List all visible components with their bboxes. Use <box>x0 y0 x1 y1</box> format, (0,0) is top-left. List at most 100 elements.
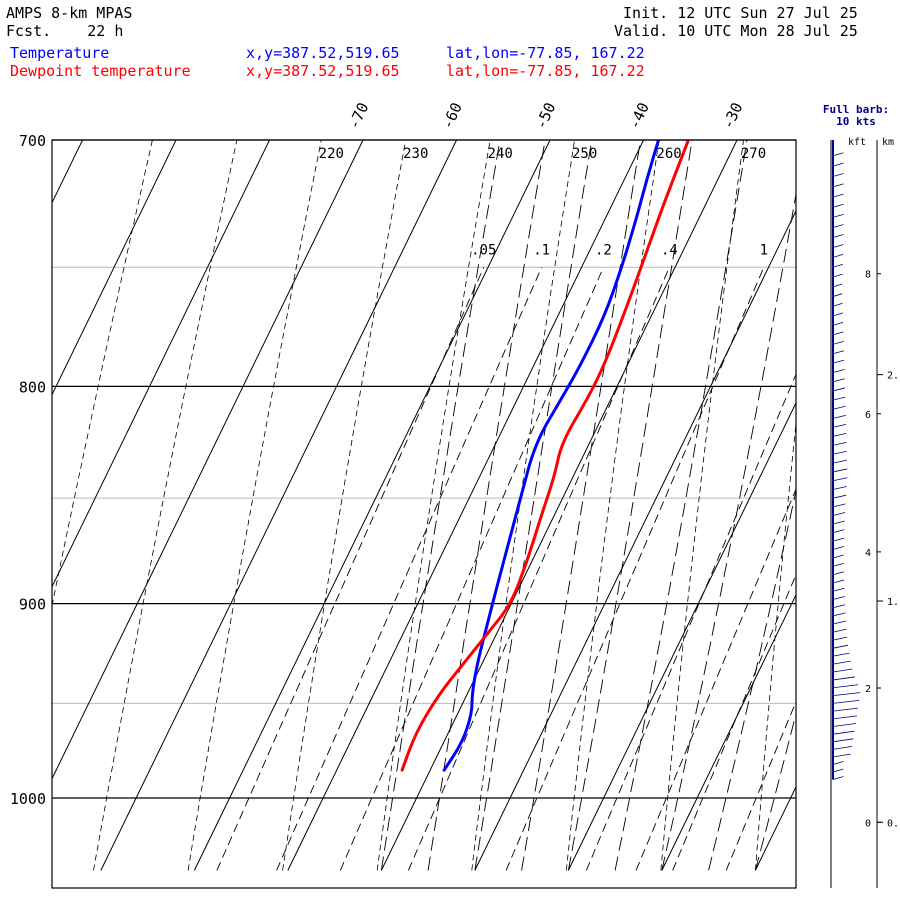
km-tick-label: 2. <box>887 371 899 382</box>
isotherm-line <box>661 593 796 871</box>
moist-adiabat <box>661 191 796 871</box>
init-value: 12 UTC Sun 27 Jul 25 <box>677 4 858 22</box>
wind-barb <box>832 359 845 364</box>
isobar-lines <box>52 139 796 799</box>
init-label: Init. <box>623 4 669 22</box>
wind-barb <box>832 676 855 681</box>
mixing-ratio-label: .2 <box>595 242 612 258</box>
isotherm-line <box>474 209 796 871</box>
wind-barb <box>832 369 845 373</box>
dry-adiabat <box>52 140 153 608</box>
wind-barb <box>832 692 861 696</box>
wind-barb <box>832 707 859 712</box>
wind-barb <box>832 432 847 437</box>
isotherm-label--30: -30 <box>719 100 747 132</box>
legend-temperature-name: Temperature <box>10 44 110 62</box>
mixing-ratio-line <box>407 267 670 871</box>
dry-adiabat <box>187 140 322 871</box>
moist-adiabat <box>896 140 900 870</box>
dry-adiabat-label-250: 250 <box>572 146 597 162</box>
wind-barb <box>832 293 843 297</box>
forecast-hours: 22 h <box>87 22 124 40</box>
isotherm-line <box>849 140 900 870</box>
mixing-ratio-line <box>339 267 604 871</box>
wind-barb <box>832 571 844 576</box>
wind-barb <box>832 520 845 525</box>
dry-adiabat <box>282 140 407 871</box>
wind-barb <box>832 620 847 625</box>
wind-barb <box>832 604 846 609</box>
isotherm-line <box>52 140 83 204</box>
legend-temperature-xy: x,y=387.52,519.65 <box>246 44 400 62</box>
wind-panel: Full barb: 10 kts kft km 8 6 4 2 0 2. 1. 0. <box>823 103 899 888</box>
wind-barb <box>832 331 844 336</box>
wind-barb <box>832 529 845 533</box>
mixing-ratio-line <box>505 267 765 871</box>
mixing-ratio-line <box>672 573 796 871</box>
wind-barb <box>832 776 844 780</box>
wind-barb <box>832 183 844 188</box>
dry-adiabat <box>755 419 796 871</box>
wind-barb <box>832 546 844 550</box>
dry-adiabat-label-240: 240 <box>488 146 513 162</box>
dry-adiabat <box>376 140 491 871</box>
isotherm-line <box>380 140 738 871</box>
moist-adiabat <box>708 488 796 871</box>
moist-adiabat <box>521 140 642 871</box>
mixing-ratio-line <box>635 487 796 871</box>
wind-barb <box>832 162 844 167</box>
moist-adiabat <box>802 140 900 870</box>
plot-frame <box>51 139 797 889</box>
wind-barb <box>832 224 844 228</box>
wind-barb <box>832 396 846 401</box>
wind-barb <box>832 312 843 317</box>
isotherm-line <box>52 140 364 780</box>
dry-adiabat-label-270: 270 <box>741 146 766 162</box>
wind-barb <box>832 730 855 735</box>
wind-barb <box>832 322 844 326</box>
wind-barb <box>832 477 848 482</box>
valid-time: Valid. 10 UTC Mon 28 Jul 25 <box>614 22 858 40</box>
wind-barb <box>832 173 844 177</box>
wind-barb <box>832 244 844 248</box>
moist-adiabat <box>380 140 501 871</box>
legend-dewpoint-latlon: lat,lon=-77.85, 167.22 <box>446 62 645 80</box>
pressure-label-700: 700 <box>19 132 46 150</box>
moist-adiabat <box>567 140 693 871</box>
wind-barb <box>832 612 846 617</box>
dewpoint-trace <box>400 140 690 772</box>
isotherm-line <box>193 140 551 871</box>
valid-value: 10 UTC Mon 28 Jul 25 <box>677 22 858 40</box>
dry-adiabat-label-260: 260 <box>656 146 681 162</box>
wind-barb <box>832 660 851 665</box>
kft-tick-label: 0 <box>865 818 871 829</box>
temperature-trace <box>442 140 660 772</box>
wind-barb <box>832 768 844 773</box>
axis-labels: 700 800 900 1000 -70 -60 -50 -40 -30 220 230 240 250… <box>10 100 768 808</box>
wind-barb <box>832 668 853 673</box>
wind-barb <box>832 273 843 278</box>
wind-barb <box>832 537 845 542</box>
moist-adiabat <box>754 712 796 871</box>
legend-temperature-latlon: lat,lon=-77.85, 167.22 <box>446 44 645 62</box>
wind-barb <box>832 340 844 345</box>
wind-barb <box>832 753 851 758</box>
wind-barb <box>832 723 856 727</box>
background-lines <box>52 140 900 871</box>
legend-dewpoint-xy: x,y=387.52,519.65 <box>246 62 400 80</box>
mixing-ratio-line <box>276 267 543 871</box>
wind-barb <box>832 387 846 392</box>
wind-barb <box>832 283 843 288</box>
wind-barb <box>832 378 845 383</box>
init-time: Init. 12 UTC Sun 27 Jul 25 <box>614 4 858 22</box>
wind-barb <box>832 644 849 649</box>
valid-label: Valid. <box>614 22 669 40</box>
isotherm-line <box>287 140 644 871</box>
isotherm-label--40: -40 <box>625 100 653 132</box>
wind-barb <box>832 486 847 490</box>
dry-adiabat-label-220: 220 <box>319 146 344 162</box>
wind-barb <box>832 468 848 473</box>
wind-barb <box>832 450 847 455</box>
kft-tick-label: 8 <box>865 270 871 281</box>
km-tick-label: 0. <box>887 818 899 829</box>
